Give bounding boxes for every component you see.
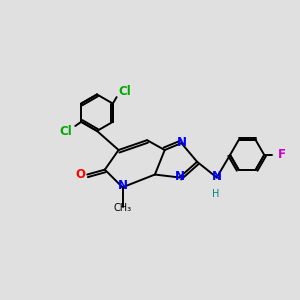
Text: N: N: [118, 179, 128, 192]
Text: N: N: [175, 170, 185, 183]
Text: F: F: [278, 148, 286, 161]
Text: O: O: [76, 168, 86, 181]
Text: CH₃: CH₃: [113, 203, 132, 213]
Text: H: H: [212, 189, 219, 199]
Text: N: N: [177, 136, 187, 149]
Text: Cl: Cl: [118, 85, 131, 98]
Text: N: N: [212, 169, 222, 182]
Text: Cl: Cl: [59, 125, 72, 138]
